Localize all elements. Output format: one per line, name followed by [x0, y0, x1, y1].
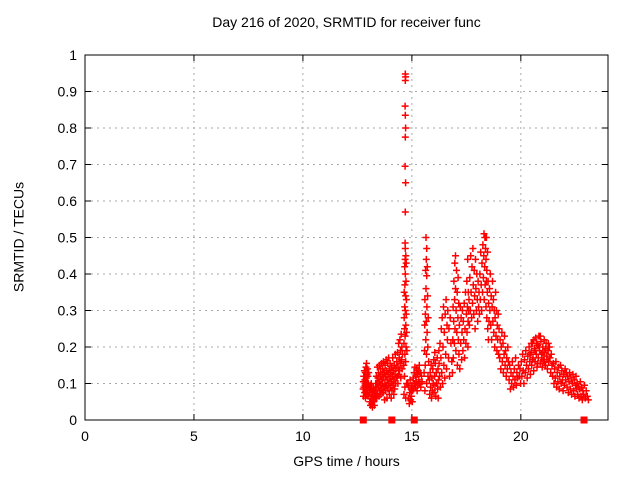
- y-tick-label: 0: [69, 412, 77, 428]
- x-tick-label: 0: [81, 428, 89, 444]
- y-tick-label: 0.2: [58, 339, 78, 355]
- y-tick-label: 1: [69, 47, 77, 63]
- scatter-points: [359, 70, 592, 411]
- y-tick-label: 0.1: [58, 376, 78, 392]
- x-tick-label: 10: [295, 428, 311, 444]
- x-tick-label: 5: [190, 428, 198, 444]
- x-tick-label: 20: [513, 428, 529, 444]
- y-tick-label: 0.5: [58, 230, 78, 246]
- chart-title: Day 216 of 2020, SRMTID for receiver fun…: [212, 14, 481, 30]
- y-axis-label: SRMTID / TECUs: [10, 181, 27, 293]
- baseline-square-marker: [388, 416, 396, 424]
- baseline-square-marker: [410, 416, 418, 424]
- y-tick-label: 0.6: [58, 193, 78, 209]
- y-tick-label: 0.7: [58, 157, 78, 173]
- y-tick-label: 0.8: [58, 120, 78, 136]
- plot-border: [84, 54, 609, 421]
- y-tick-label: 0.4: [58, 266, 78, 282]
- x-axis-label: GPS time / hours: [293, 453, 400, 469]
- y-tick-label: 0.9: [58, 84, 78, 100]
- x-tick-label: 15: [404, 428, 420, 444]
- y-tick-label: 0.3: [58, 303, 78, 319]
- baseline-square-marker: [359, 416, 367, 424]
- baseline-square-marker: [580, 416, 588, 424]
- gridlines: [85, 55, 608, 420]
